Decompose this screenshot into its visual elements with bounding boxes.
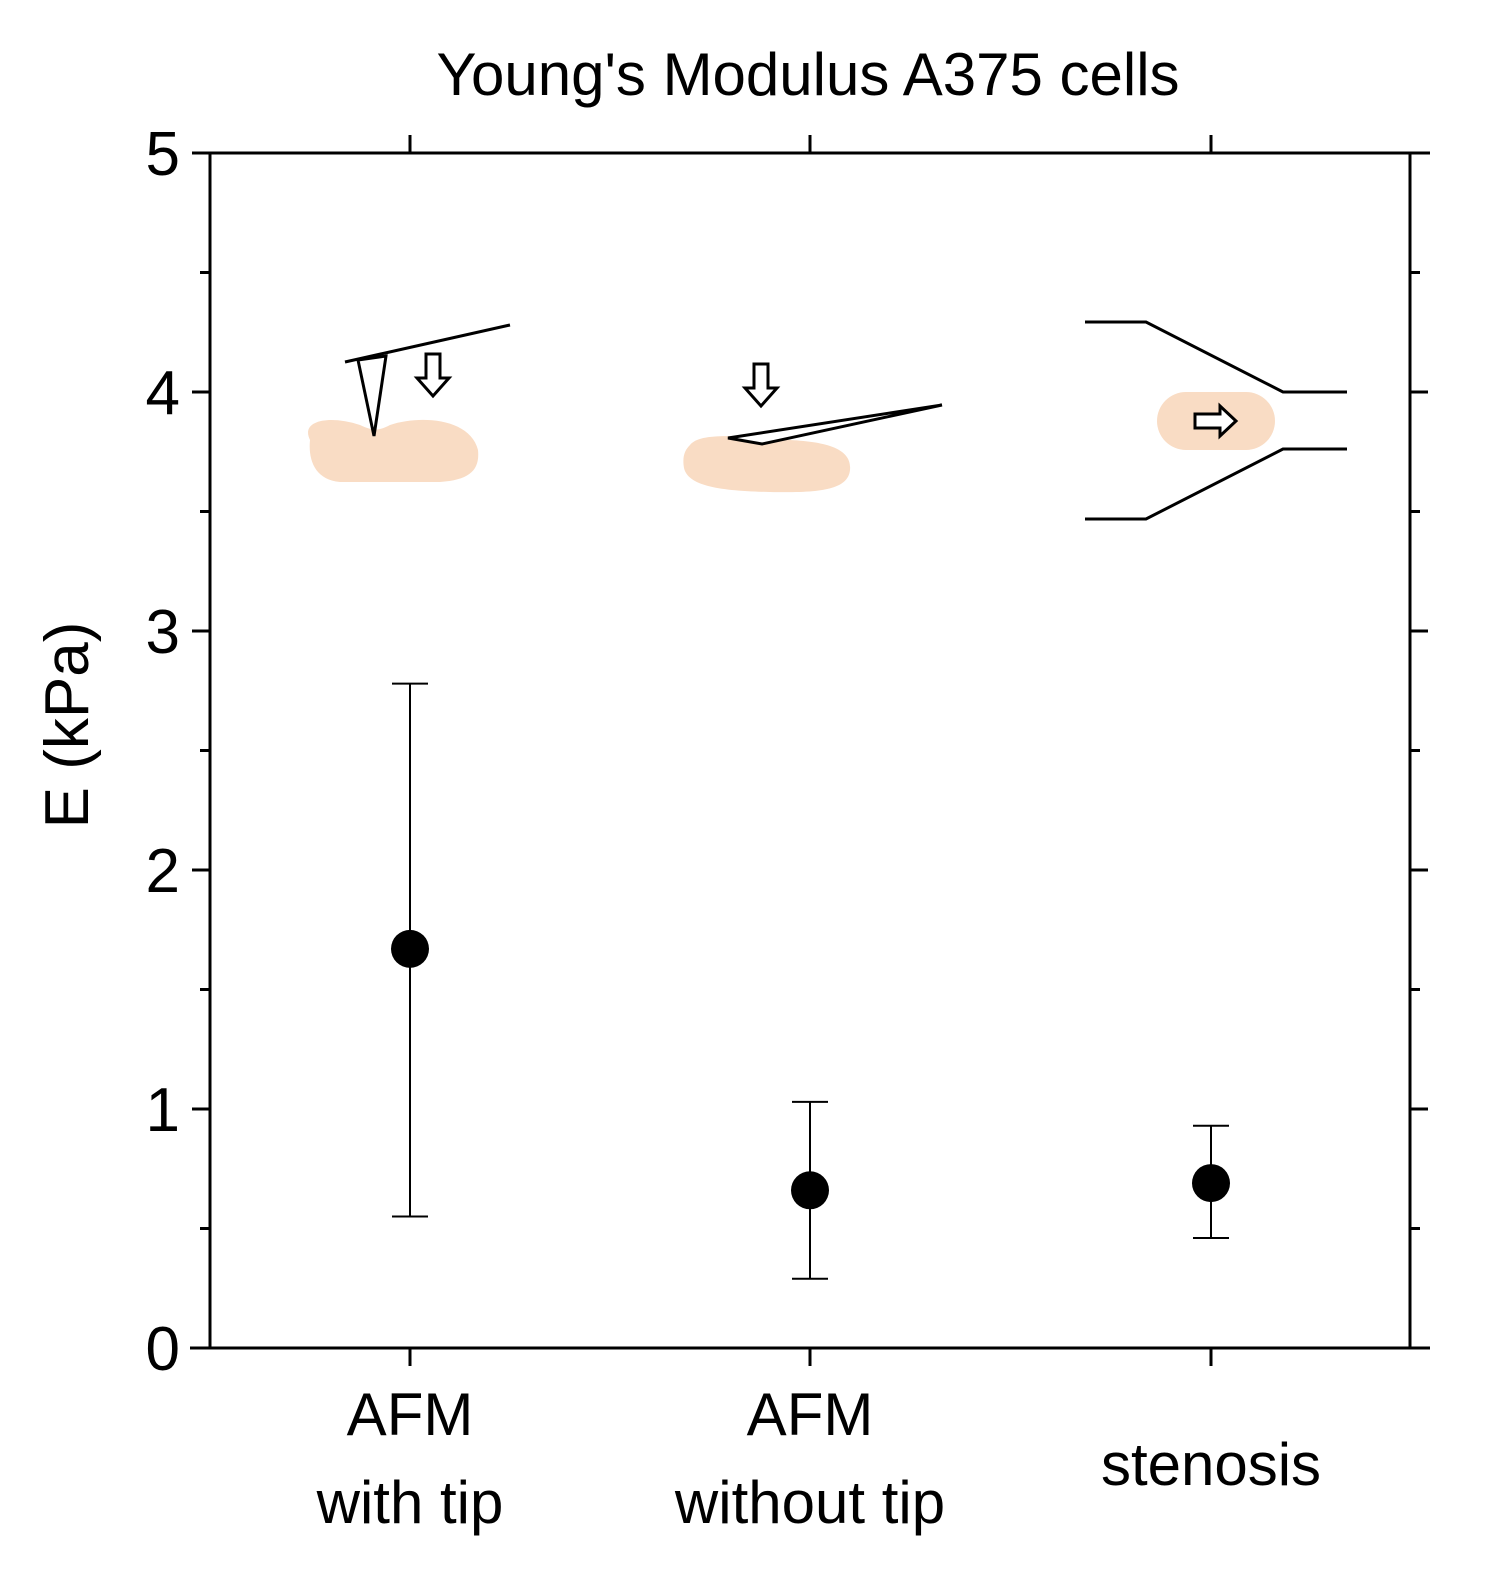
channel-wall-top xyxy=(1085,320,1347,394)
x-category-labels: AFM with tip AFM without tip stenosis xyxy=(316,1381,1321,1536)
chart-title: Young's Modulus A375 cells xyxy=(436,41,1179,108)
y-axis-label: E (kPa) xyxy=(33,622,102,829)
cell-shape xyxy=(308,419,479,482)
data-point xyxy=(391,929,429,968)
data-point xyxy=(791,1171,829,1210)
axis-ticks xyxy=(192,135,1428,1366)
afm-tip xyxy=(356,354,388,437)
y-tick-label: 1 xyxy=(146,1076,180,1145)
x-category-label: AFM with tip xyxy=(316,1381,504,1536)
x-category-label-line: without tip xyxy=(674,1469,945,1536)
x-category-label-line: with tip xyxy=(316,1469,504,1536)
data-points xyxy=(391,929,1230,1210)
y-tick-label: 0 xyxy=(146,1315,180,1384)
inset-afm-with-tip xyxy=(308,323,511,482)
x-category-label-line: AFM xyxy=(747,1381,874,1448)
cell-shape xyxy=(683,436,851,493)
inset-afm-without-tip xyxy=(683,362,943,493)
y-tick-label: 3 xyxy=(146,598,180,667)
x-category-label-line: stenosis xyxy=(1101,1431,1321,1498)
x-category-label-line: AFM xyxy=(347,1381,474,1448)
cantilever xyxy=(344,323,511,364)
down-arrow-icon xyxy=(741,362,781,409)
x-category-label: AFM without tip xyxy=(674,1381,945,1536)
right-arrow-icon xyxy=(1193,402,1239,440)
y-tick-label: 4 xyxy=(146,359,180,428)
channel-wall-bottom xyxy=(1085,447,1347,521)
y-tick-label: 5 xyxy=(146,120,180,189)
y-tick-label: 2 xyxy=(146,837,180,906)
x-category-label: stenosis xyxy=(1101,1431,1321,1498)
data-point xyxy=(1192,1164,1230,1203)
y-tick-labels: 0 1 2 3 4 5 xyxy=(146,120,180,1384)
inset-stenosis xyxy=(1085,320,1347,521)
down-arrow-icon xyxy=(413,352,453,399)
cantilever xyxy=(727,403,943,446)
